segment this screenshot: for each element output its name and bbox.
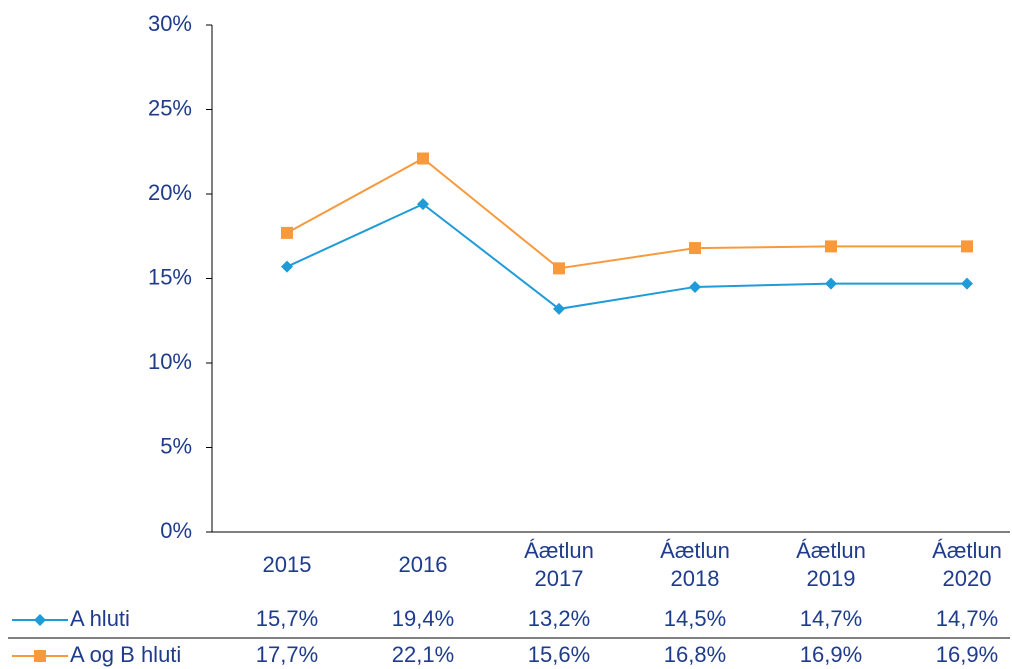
x-tick-label: Áætlun 2017 (524, 538, 594, 591)
y-tick-label: 0% (160, 518, 192, 543)
table-value: 13,2% (528, 606, 590, 631)
table-value: 17,7% (256, 642, 318, 667)
x-tick-label: Áætlun 2018 (660, 538, 730, 591)
table-value: 15,6% (528, 642, 590, 667)
marker (417, 152, 429, 165)
marker (281, 226, 293, 239)
marker (689, 242, 701, 255)
marker (961, 277, 973, 290)
marker (825, 277, 837, 290)
y-tick-label: 15% (148, 264, 192, 289)
x-tick-label: Áætlun 2020 (932, 538, 1002, 591)
series-line (286, 202, 967, 310)
y-tick-label: 5% (160, 433, 192, 458)
marker (961, 240, 973, 253)
table-value: 16,8% (664, 642, 726, 667)
table-value: 22,1% (392, 642, 454, 667)
table-value: 16,9% (936, 642, 998, 667)
table-value: 14,7% (800, 606, 862, 631)
table-value: 14,5% (664, 606, 726, 631)
table-value: 19,4% (392, 606, 454, 631)
legend-label: A hluti (70, 606, 130, 631)
y-tick-label: 30% (148, 11, 192, 36)
marker (417, 198, 429, 211)
marker (825, 240, 837, 253)
table-value: 16,9% (800, 642, 862, 667)
marker (281, 260, 293, 273)
series-line (286, 157, 967, 270)
table-value: 15,7% (256, 606, 318, 631)
y-tick-label: 10% (148, 349, 192, 374)
x-tick-label: Áætlun 2019 (796, 538, 866, 591)
y-tick-label: 20% (148, 180, 192, 205)
marker (689, 280, 701, 293)
marker (553, 302, 565, 315)
marker (34, 650, 46, 662)
legend-label: A og B hluti (70, 642, 181, 667)
marker (553, 262, 565, 275)
x-tick-label: 2015 (262, 552, 312, 577)
table-value: 14,7% (936, 606, 998, 631)
x-tick-label: 2016 (398, 552, 448, 577)
y-tick-label: 25% (148, 95, 192, 120)
marker (34, 614, 46, 626)
